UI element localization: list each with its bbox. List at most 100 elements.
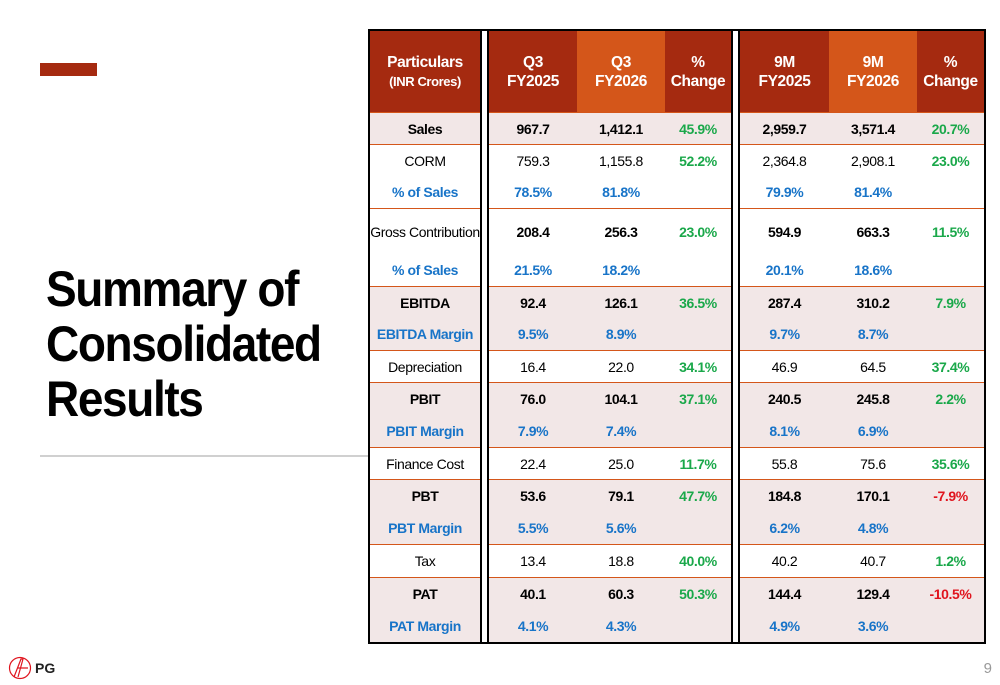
table-cell (665, 414, 731, 447)
row-label: PAT Margin (370, 609, 480, 642)
table-cell: 20.1% (765, 262, 804, 278)
header-line: Change (923, 72, 978, 90)
results-table: Particulars (INR Crores) Q3 FY2025 Q3 FY2026%… (368, 29, 986, 644)
table-cell: 144.4 (740, 577, 829, 609)
column-gap (731, 31, 740, 642)
row-label: CORM (370, 144, 480, 176)
row-label: PBIT Margin (370, 414, 480, 447)
table-cell: 8.7% (829, 318, 917, 350)
table-cell: 9.5% (489, 318, 577, 350)
table-cell: 1,155.8 (577, 144, 665, 176)
column-header: 9M FY2025 (740, 31, 829, 112)
table-cell: 21.5% (514, 262, 552, 278)
table-cell: 47.7% (665, 479, 731, 512)
table-cell: 50.3% (665, 577, 731, 609)
table-cell: 36.5% (665, 286, 731, 318)
table-cell (665, 609, 731, 642)
row-label: Depreciation (370, 350, 480, 382)
table-cell: 23.0% (665, 208, 731, 254)
table-cell: 20.7% (917, 112, 984, 144)
header-line: FY2026 (595, 72, 647, 90)
table-cell: 81.8% (602, 184, 640, 200)
table-cell: 40.1 (489, 577, 577, 609)
table-cell: 8.9% (577, 318, 665, 350)
table-cell: 4.9% (740, 609, 829, 642)
row-label: % of Sales (391, 184, 459, 200)
table-cell (665, 318, 731, 350)
table-cell: 184.8 (740, 479, 829, 512)
title-line: Results (46, 371, 204, 427)
row-label: Finance Cost (370, 447, 480, 479)
row-label: PBIT (370, 382, 480, 414)
table-cell: 2,364.8 (740, 144, 829, 176)
table-cell: 759.3 (489, 144, 577, 176)
accent-bar (40, 63, 97, 76)
table-cell: 7.4% (577, 414, 665, 447)
table-cell: 5.6% (577, 512, 665, 544)
table-cell: 34.1% (665, 350, 731, 382)
table-cell: 170.1 (829, 479, 917, 512)
row-label: % of Sales (391, 262, 459, 278)
table-cell: 663.3 (829, 208, 917, 254)
table-cell: 45.9% (665, 112, 731, 144)
table-cell: 23.0% (917, 144, 984, 176)
table-cell: 46.9 (740, 350, 829, 382)
table-cell: 126.1 (577, 286, 665, 318)
table-cell: 4.1% (489, 609, 577, 642)
table-cell: 53.6 (489, 479, 577, 512)
table-cell: 2.2% (917, 382, 984, 414)
table-cell: 79.1 (577, 479, 665, 512)
table-cell: 60.3 (577, 577, 665, 609)
table-cell: 64.5 (829, 350, 917, 382)
table-cell: 310.2 (829, 286, 917, 318)
row-label: EBITDA Margin (370, 318, 480, 350)
header-line: Q3 (611, 53, 631, 71)
table-cell: 287.4 (740, 286, 829, 318)
table-cell: -10.5% (917, 577, 984, 609)
table-cell: 8.1% (740, 414, 829, 447)
table-cell: 16.4 (489, 350, 577, 382)
row-label: EBITDA (370, 286, 480, 318)
slide-title: Summary of Consolidated Results (46, 262, 322, 427)
row-label: Gross Contribution (370, 208, 480, 254)
header-line: % (943, 53, 958, 71)
table-cell: 967.7 (489, 112, 577, 144)
table-cell: 594.9 (740, 208, 829, 254)
table-cell: 7.9% (489, 414, 577, 447)
row-label: Tax (370, 544, 480, 577)
logo-text: PG (35, 660, 56, 676)
table-cell: 9.7% (740, 318, 829, 350)
table-cell: 4.3% (577, 609, 665, 642)
table-cell: 5.5% (489, 512, 577, 544)
header-line: FY2025 (758, 72, 811, 90)
table-cell (917, 609, 984, 642)
table-cell: 1,412.1 (577, 112, 665, 144)
pg-logo-icon (8, 656, 32, 680)
header-line: 9M (862, 53, 884, 71)
table-cell (665, 512, 731, 544)
table-cell: 37.1% (665, 382, 731, 414)
table-cell: 18.2% (602, 262, 640, 278)
table-cell: 37.4% (917, 350, 984, 382)
table-cell: 25.0 (577, 447, 665, 479)
table-cell: 11.7% (665, 447, 731, 479)
table-cell: 6.9% (829, 414, 917, 447)
table-cell: 2,959.7 (740, 112, 829, 144)
table-cell: 2,908.1 (829, 144, 917, 176)
table-cell: 76.0 (489, 382, 577, 414)
table-cell (917, 512, 984, 544)
row-label: PAT (370, 577, 480, 609)
row-label: Sales (370, 112, 480, 144)
table-cell: 18.8 (577, 544, 665, 577)
header-line: Particulars (387, 53, 463, 71)
table-cell: 1.2% (917, 544, 984, 577)
table-cell: 13.4 (489, 544, 577, 577)
table-cell: 92.4 (489, 286, 577, 318)
table-cell: 3,571.4 (829, 112, 917, 144)
table-cell: 22.4 (489, 447, 577, 479)
table-cell: -7.9% (917, 479, 984, 512)
company-logo: PG (8, 656, 55, 680)
table-cell: 52.2% (665, 144, 731, 176)
table-cell (665, 254, 731, 286)
header-line: 9M (774, 53, 795, 71)
